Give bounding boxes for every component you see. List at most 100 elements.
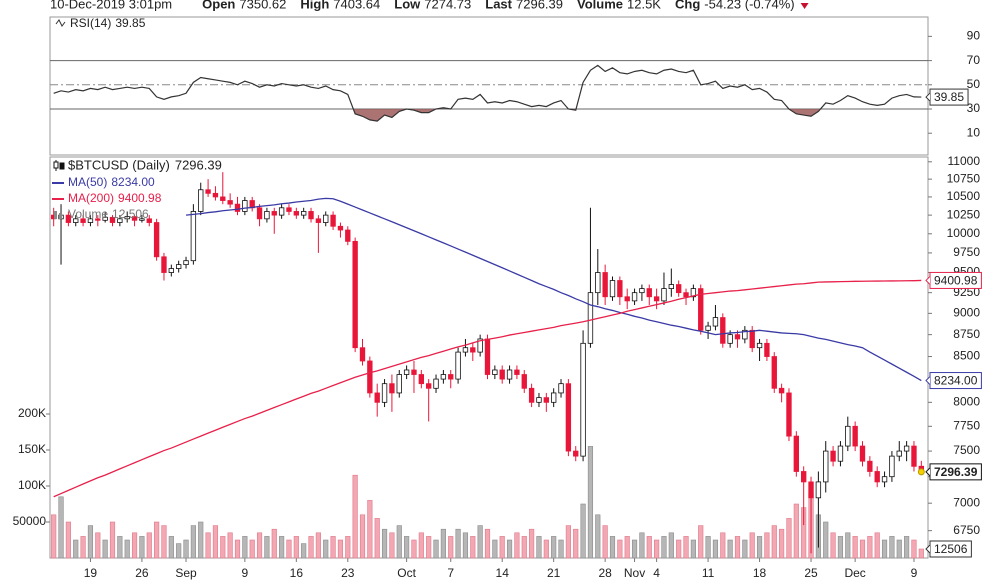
legend-label: MA(200) — [68, 191, 114, 205]
volume-bar — [139, 536, 145, 559]
volume-bar — [668, 532, 674, 559]
x-tick-label: 9 — [911, 566, 918, 580]
candle-body — [580, 342, 586, 457]
volume-bar — [352, 474, 358, 559]
x-tick-label: 11 — [702, 566, 715, 580]
volume-bar — [867, 536, 873, 559]
candle-body — [867, 460, 873, 472]
candle-body — [124, 216, 130, 220]
volume-bar — [543, 539, 549, 559]
volume-bar — [624, 536, 630, 559]
volume-bar — [404, 536, 410, 559]
candle-body — [131, 216, 138, 221]
candle-body — [896, 450, 902, 457]
candle-body — [433, 378, 439, 389]
candle-body — [514, 369, 520, 375]
candle-body — [624, 296, 630, 302]
candle-body — [205, 189, 211, 194]
y-tick-label: 10750 — [947, 171, 981, 185]
candle-body — [852, 425, 858, 447]
x-tick-label: 25 — [804, 566, 818, 580]
candle-body — [550, 392, 557, 403]
candle-body — [117, 218, 123, 223]
volume-bar — [676, 539, 682, 559]
candle-body — [389, 383, 395, 394]
y-tick-label: 11000 — [948, 154, 981, 168]
y-tick-label: 9000 — [953, 306, 980, 320]
volume-bar — [242, 536, 248, 559]
volume-bar — [433, 539, 439, 559]
candle-body — [183, 260, 189, 266]
volume-bar — [308, 536, 314, 559]
legend-label: Volume — [68, 207, 108, 221]
volume-bar — [617, 539, 623, 559]
value-box: 39.85 — [925, 88, 969, 106]
candle-body — [837, 445, 844, 462]
candle-body — [212, 192, 219, 198]
volume-bar — [367, 500, 373, 559]
volume-bar — [65, 521, 71, 559]
value-box: 8234.00 — [925, 372, 982, 390]
legend-label: $BTCUSD (Daily) — [68, 157, 170, 172]
volume-bar — [293, 536, 299, 559]
x-tick-label: 7 — [447, 566, 454, 580]
volume-bar — [183, 539, 189, 559]
volume-bar — [359, 514, 366, 559]
candle-body — [661, 288, 667, 302]
y-tick-label: 6750 — [953, 523, 980, 537]
candle-body — [161, 256, 167, 273]
volume-bar — [102, 539, 108, 559]
rsi-panel — [49, 16, 929, 156]
volume-bar — [506, 539, 513, 559]
candle-body — [808, 481, 814, 499]
volume-bar — [109, 521, 116, 559]
candle-body — [308, 211, 314, 220]
volume-bar — [51, 514, 57, 559]
volume-bar — [661, 536, 667, 559]
volume-bar — [529, 528, 535, 559]
candle-body — [720, 317, 726, 344]
candle-body — [198, 189, 204, 212]
x-tick-label: Oct — [397, 566, 416, 580]
candle-body — [595, 272, 601, 294]
candle-body — [521, 374, 527, 389]
volume-bar — [448, 536, 454, 559]
volume-bar — [249, 539, 255, 559]
x-tick-label: 19 — [84, 566, 98, 580]
volume-bar — [286, 539, 292, 559]
volume-bar — [580, 503, 586, 559]
candle-body — [845, 425, 851, 447]
candle-body — [73, 218, 79, 223]
header-value: 7296.39 — [516, 0, 563, 11]
candle-body — [330, 214, 336, 227]
candle-body — [470, 347, 476, 353]
candle-body — [345, 229, 351, 242]
legend-value: 39.85 — [115, 16, 145, 30]
volume-bar — [477, 525, 483, 559]
volume-bar — [727, 539, 733, 559]
value-box-label: 39.85 — [934, 90, 964, 104]
header-datetime: 10-Dec-2019 3:01pm — [50, 0, 172, 11]
legend-value: 8234.00 — [111, 175, 155, 189]
candle-body — [256, 207, 263, 220]
candle-body — [95, 218, 101, 221]
volume-bar — [551, 536, 557, 559]
volume-bar — [205, 532, 211, 559]
volume-bar — [337, 539, 344, 559]
value-box-label: 12506 — [934, 542, 968, 556]
volume-bar — [271, 528, 277, 559]
moving-average-line — [53, 279, 922, 498]
volume-bar — [573, 528, 579, 559]
value-box-label: 8234.00 — [934, 374, 978, 388]
header-label: Volume — [577, 0, 623, 11]
candle-body — [168, 268, 175, 273]
legend-label: RSI(14) — [70, 16, 111, 30]
x-tick-label: 21 — [547, 566, 561, 580]
x-tick-label: 28 — [598, 566, 612, 580]
volume-bar — [764, 532, 770, 559]
candle-body — [396, 374, 402, 394]
volume-bar — [874, 532, 880, 559]
candle-body — [793, 435, 800, 472]
x-tick-label: 18 — [753, 566, 767, 580]
value-box-pointer — [925, 467, 931, 477]
